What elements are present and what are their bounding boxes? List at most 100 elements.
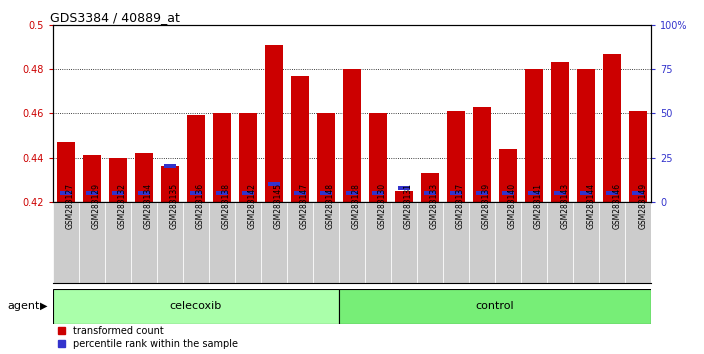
Bar	[365, 202, 391, 283]
Bar	[187, 115, 205, 202]
Bar	[424, 191, 436, 195]
Bar	[112, 191, 124, 195]
Bar	[161, 166, 179, 202]
Text: GSM283132: GSM283132	[118, 183, 127, 229]
Bar	[395, 191, 413, 202]
Bar	[213, 113, 231, 202]
Bar	[421, 173, 439, 202]
Bar	[469, 202, 495, 283]
Text: GSM283137: GSM283137	[456, 183, 465, 229]
Text: GSM283143: GSM283143	[560, 183, 569, 229]
Text: GSM283135: GSM283135	[170, 183, 179, 229]
Bar	[320, 191, 332, 195]
Bar	[417, 202, 443, 283]
Bar	[343, 69, 361, 202]
Bar	[339, 289, 651, 324]
Text: GSM283130: GSM283130	[378, 183, 387, 229]
Bar	[53, 202, 79, 283]
Bar	[398, 185, 410, 190]
Bar	[346, 191, 358, 195]
Text: GSM283136: GSM283136	[196, 183, 205, 229]
Legend: transformed count, percentile rank within the sample: transformed count, percentile rank withi…	[58, 326, 238, 349]
Bar	[573, 202, 599, 283]
Bar	[577, 69, 596, 202]
Bar	[450, 191, 462, 195]
Bar	[235, 202, 261, 283]
Text: GSM283128: GSM283128	[352, 183, 361, 229]
Bar	[57, 142, 75, 202]
Text: GSM283127: GSM283127	[65, 183, 75, 229]
Bar	[83, 155, 101, 202]
Text: GSM283140: GSM283140	[508, 183, 517, 229]
Bar	[131, 202, 157, 283]
Bar	[603, 53, 622, 202]
Bar	[105, 202, 131, 283]
Text: celecoxib: celecoxib	[170, 301, 222, 311]
Bar	[606, 191, 618, 195]
Bar	[291, 76, 309, 202]
Bar	[268, 182, 280, 186]
Text: GSM283134: GSM283134	[144, 183, 153, 229]
Bar	[261, 202, 287, 283]
Text: ▶: ▶	[40, 301, 48, 311]
Bar	[629, 111, 647, 202]
Bar	[294, 191, 306, 195]
Text: GSM283145: GSM283145	[274, 183, 283, 229]
Bar	[369, 113, 387, 202]
Bar	[476, 191, 488, 195]
Bar	[447, 111, 465, 202]
Bar	[287, 202, 313, 283]
Bar	[216, 191, 228, 195]
Bar	[209, 202, 235, 283]
Bar	[495, 202, 521, 283]
Text: GSM283142: GSM283142	[248, 183, 257, 229]
Bar	[183, 202, 209, 283]
Text: GSM283131: GSM283131	[404, 183, 413, 229]
Text: control: control	[476, 301, 515, 311]
Text: GSM283147: GSM283147	[300, 183, 309, 229]
Bar	[551, 62, 570, 202]
Bar	[108, 158, 127, 202]
Bar	[190, 191, 202, 195]
Bar	[502, 191, 514, 195]
Bar	[60, 191, 72, 195]
Bar	[632, 191, 644, 195]
Bar	[157, 202, 183, 283]
Bar	[86, 191, 98, 195]
Text: GSM283149: GSM283149	[639, 183, 647, 229]
Bar	[53, 289, 339, 324]
Bar	[317, 113, 335, 202]
Text: GSM283148: GSM283148	[326, 183, 335, 229]
Bar	[239, 113, 257, 202]
Bar	[242, 191, 254, 195]
Bar	[391, 202, 417, 283]
Text: GSM283139: GSM283139	[482, 183, 491, 229]
Bar	[134, 153, 153, 202]
Bar	[499, 149, 517, 202]
Text: GSM283141: GSM283141	[534, 183, 543, 229]
Text: GSM283138: GSM283138	[222, 183, 231, 229]
Bar	[138, 191, 150, 195]
Bar	[525, 69, 543, 202]
Bar	[521, 202, 547, 283]
Bar	[164, 164, 176, 169]
Bar	[339, 202, 365, 283]
Bar	[580, 191, 592, 195]
Text: GDS3384 / 40889_at: GDS3384 / 40889_at	[50, 11, 180, 24]
Bar	[372, 191, 384, 195]
Bar	[79, 202, 105, 283]
Text: GSM283129: GSM283129	[92, 183, 101, 229]
Bar	[554, 191, 566, 195]
Bar	[528, 191, 540, 195]
Text: agent: agent	[7, 301, 39, 311]
Text: GSM283144: GSM283144	[586, 183, 595, 229]
Bar	[473, 107, 491, 202]
Bar	[599, 202, 625, 283]
Text: GSM283133: GSM283133	[430, 183, 439, 229]
Bar	[625, 202, 651, 283]
Bar	[313, 202, 339, 283]
Bar	[547, 202, 573, 283]
Bar	[443, 202, 469, 283]
Bar	[265, 45, 283, 202]
Text: GSM283146: GSM283146	[612, 183, 621, 229]
